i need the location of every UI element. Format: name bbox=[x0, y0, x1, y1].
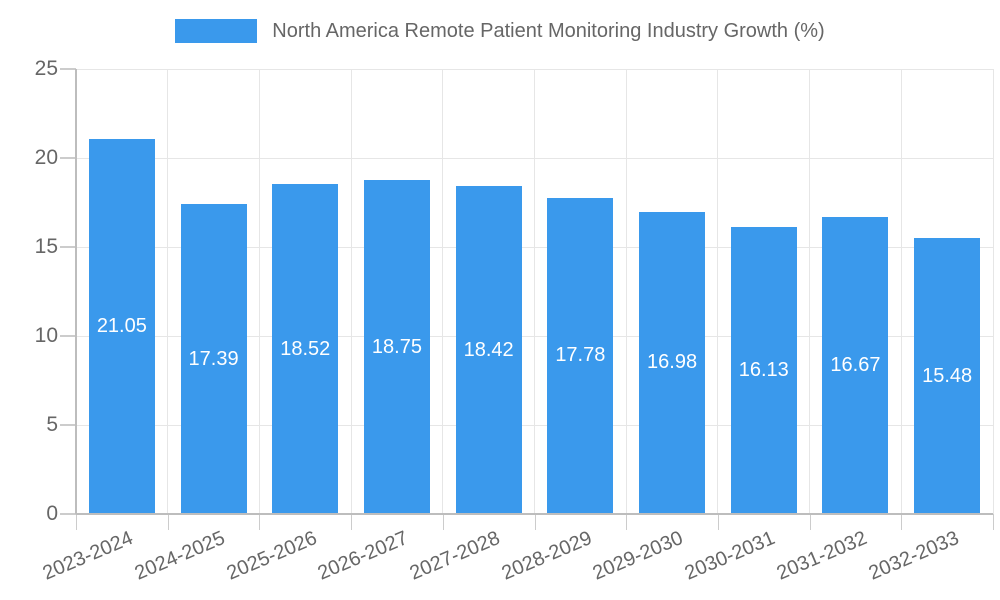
x-tick-label: 2029-2030 bbox=[590, 527, 687, 585]
bar-value-label: 16.13 bbox=[738, 358, 789, 381]
x-tick-label: 2027-2028 bbox=[406, 527, 504, 585]
bar-value-label: 21.05 bbox=[96, 315, 147, 338]
x-tick-mark bbox=[901, 514, 903, 530]
x-tick-mark bbox=[993, 514, 994, 530]
x-tick-mark bbox=[76, 514, 77, 530]
x-tick-mark bbox=[351, 514, 353, 530]
gridline-vertical bbox=[625, 69, 627, 514]
x-tick-label: 2024-2025 bbox=[131, 527, 229, 585]
bar-value-label: 16.67 bbox=[830, 354, 881, 377]
y-tick-mark bbox=[60, 513, 76, 515]
x-tick-label: 2028-2029 bbox=[498, 527, 595, 585]
y-axis-line bbox=[75, 69, 77, 514]
gridline-vertical bbox=[900, 69, 902, 514]
x-tick-mark bbox=[626, 514, 628, 530]
x-tick-label: 2026-2027 bbox=[314, 527, 412, 585]
x-tick-label: 2025-2026 bbox=[223, 527, 320, 585]
x-tick-mark bbox=[809, 514, 811, 530]
gridline-vertical bbox=[534, 69, 535, 514]
bar[interactable]: 21.05 bbox=[88, 139, 155, 514]
gridline-vertical bbox=[167, 69, 169, 514]
bar[interactable]: 16.13 bbox=[730, 226, 797, 514]
bar-value-label: 18.52 bbox=[280, 337, 331, 360]
y-tick-label: 15 bbox=[34, 235, 58, 258]
bar-value-label: 15.48 bbox=[922, 364, 973, 387]
bar[interactable]: 18.52 bbox=[272, 184, 339, 514]
x-tick-mark bbox=[167, 514, 169, 530]
y-tick-label: 25 bbox=[34, 57, 58, 80]
x-axis-line bbox=[76, 513, 993, 515]
y-tick-mark bbox=[60, 68, 76, 70]
bar[interactable]: 15.48 bbox=[914, 238, 981, 514]
legend-label[interactable]: North America Remote Patient Monitoring … bbox=[272, 20, 825, 42]
bar[interactable]: 18.42 bbox=[455, 186, 522, 514]
bar[interactable]: 18.75 bbox=[363, 180, 430, 514]
bar-value-label: 18.75 bbox=[371, 335, 422, 358]
y-tick-mark bbox=[60, 335, 76, 337]
x-tick-mark bbox=[442, 514, 444, 530]
x-tick-mark bbox=[717, 514, 719, 530]
gridline-vertical bbox=[258, 69, 260, 514]
legend[interactable]: North America Remote Patient Monitoring … bbox=[0, 19, 1000, 43]
legend-swatch[interactable] bbox=[175, 19, 258, 43]
gridline-vertical bbox=[442, 69, 444, 514]
y-tick-label: 0 bbox=[46, 502, 58, 525]
bar-value-label: 17.39 bbox=[188, 347, 239, 370]
x-tick-label: 2023-2024 bbox=[39, 527, 137, 585]
gridline-vertical bbox=[992, 69, 994, 514]
x-tick-label: 2031-2032 bbox=[773, 527, 871, 585]
y-tick-mark bbox=[60, 157, 76, 159]
y-tick-mark bbox=[60, 424, 76, 426]
plot-area[interactable]: 21.05 17.39 18.52 18.75 18.42 17.78 16.98 16.13… bbox=[76, 68, 994, 514]
y-tick-label: 20 bbox=[34, 146, 58, 169]
bar-value-label: 17.78 bbox=[555, 344, 606, 367]
y-tick-label: 10 bbox=[34, 324, 58, 347]
x-tick-label: 2032-2033 bbox=[865, 527, 962, 585]
gridline-vertical bbox=[350, 69, 352, 514]
x-tick-mark bbox=[534, 514, 536, 530]
x-tick-mark bbox=[259, 514, 261, 530]
bar[interactable]: 17.78 bbox=[547, 197, 614, 514]
bar[interactable]: 16.67 bbox=[822, 217, 889, 514]
bar[interactable]: 17.39 bbox=[180, 204, 247, 514]
gridline-vertical bbox=[717, 69, 719, 514]
y-tick-mark bbox=[60, 246, 76, 248]
bar-value-label: 16.98 bbox=[647, 351, 698, 374]
bar[interactable]: 16.98 bbox=[639, 211, 706, 514]
y-tick-label: 5 bbox=[46, 413, 58, 436]
x-tick-label: 2030-2031 bbox=[681, 527, 779, 585]
gridline-vertical bbox=[809, 69, 811, 514]
bar-value-label: 18.42 bbox=[463, 338, 514, 361]
